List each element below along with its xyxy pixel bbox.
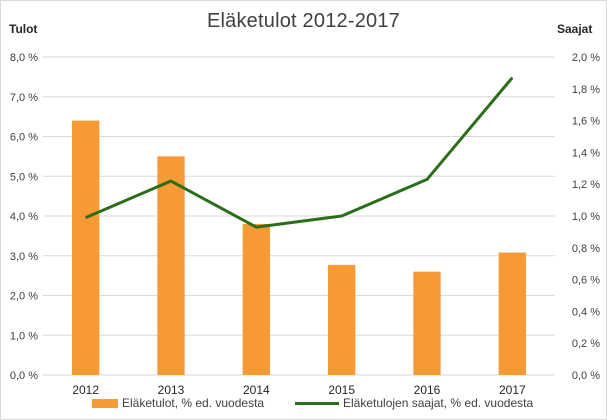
left-tick-label: 6,0 % [10, 132, 38, 144]
x-tick-label: 2016 [414, 383, 441, 397]
legend: Eläketulot, % ed. vuodesta Eläketulojen … [0, 396, 607, 414]
chart-title: Eläketulot 2012-2017 [206, 10, 401, 32]
series-line [85, 76, 514, 229]
left-tick-label: 2,0 % [10, 291, 38, 303]
x-tick-label: 2013 [158, 383, 185, 397]
right-tick-label: 1,2 % [572, 179, 600, 191]
right-tick-label: 0,4 % [572, 306, 600, 318]
right-tick-label: 1,4 % [572, 147, 600, 159]
left-tick-label: 7,0 % [10, 92, 38, 104]
left-tick-label: 4,0 % [10, 211, 38, 223]
x-tick-label: 2012 [72, 383, 99, 397]
bar [72, 120, 100, 375]
left-tick-label: 0,0 % [10, 370, 38, 382]
left-tick-label: 5,0 % [10, 171, 38, 183]
x-tick-label: 2015 [328, 383, 355, 397]
right-axis-title: Saajat [557, 22, 593, 36]
left-tick-label: 1,0 % [10, 330, 38, 342]
left-tick-label: 8,0 % [10, 52, 38, 64]
bar [328, 264, 356, 375]
x-tick-label: 2017 [499, 383, 526, 397]
right-tick-label: 1,8 % [572, 84, 600, 96]
bar [157, 156, 185, 375]
right-tick-label: 1,6 % [572, 116, 600, 128]
legend-item-line: Eläketulojen saajat, % ed. vuodesta [295, 396, 533, 410]
right-tick-label: 0,2 % [572, 338, 600, 350]
right-tick-label: 0,0 % [572, 370, 600, 382]
legend-line-label: Eläketulojen saajat, % ed. vuodesta [343, 396, 534, 410]
legend-bar-swatch [92, 398, 118, 408]
right-tick-label: 1,0 % [572, 211, 600, 223]
legend-line-swatch [295, 401, 339, 405]
legend-item-bars: Eläketulot, % ed. vuodesta [92, 396, 264, 410]
bar [242, 223, 270, 375]
left-tick-label: 3,0 % [10, 251, 38, 263]
legend-bar-label: Eläketulot, % ed. vuodesta [122, 396, 265, 410]
left-axis-title: Tulot [9, 22, 38, 36]
bar [413, 271, 441, 375]
right-tick-label: 2,0 % [572, 52, 600, 64]
x-tick-label: 2014 [243, 383, 270, 397]
right-tick-label: 0,8 % [572, 243, 600, 255]
right-tick-label: 0,6 % [572, 275, 600, 287]
bar [498, 252, 526, 375]
